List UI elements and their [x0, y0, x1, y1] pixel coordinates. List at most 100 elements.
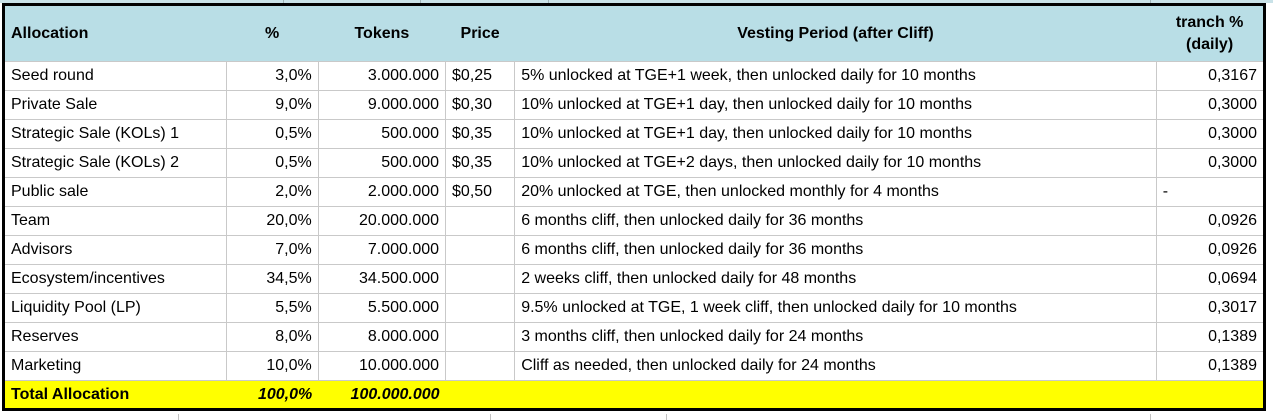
cell-vesting[interactable]: 10% unlocked at TGE+1 day, then unlocked…: [514, 119, 1157, 149]
gridline-tick: [1150, 0, 1151, 3]
cell-pct[interactable]: 0,5%: [225, 119, 319, 149]
cell-tranch[interactable]: 0,3167: [1155, 61, 1266, 91]
total-percent[interactable]: 100,0%: [226, 380, 319, 410]
cell-allocation[interactable]: Liquidity Pool (LP): [3, 293, 227, 323]
cell-allocation[interactable]: Reserves: [3, 322, 227, 352]
cell-pct[interactable]: 2,0%: [225, 177, 319, 207]
cell-pct[interactable]: 5,5%: [225, 293, 319, 323]
cell-allocation[interactable]: Private Sale: [3, 90, 227, 120]
table-row: Strategic Sale (KOLs) 1 0,5% 500.000 $0,35 1…: [3, 119, 1266, 149]
cell-tranch[interactable]: 0,3000: [1155, 90, 1266, 120]
cell-tranch[interactable]: 0,1389: [1155, 322, 1266, 352]
cell-tranch[interactable]: 0,3017: [1155, 293, 1266, 323]
total-tokens[interactable]: 100.000.000: [318, 380, 446, 410]
cell-price[interactable]: $0,35: [445, 148, 516, 178]
cell-tranch[interactable]: 0,0694: [1155, 264, 1266, 294]
header-tranch-daily[interactable]: tranch % (daily): [1156, 4, 1265, 62]
cell-allocation[interactable]: Ecosystem/incentives: [3, 264, 227, 294]
cell-vesting[interactable]: 6 months cliff, then unlocked daily for …: [514, 206, 1157, 236]
cell-tokens[interactable]: 500.000: [317, 148, 447, 178]
cell-pct[interactable]: 8,0%: [225, 322, 319, 352]
cell-allocation[interactable]: Team: [3, 206, 227, 236]
cell-pct[interactable]: 0,5%: [225, 148, 319, 178]
cell-tranch[interactable]: 0,0926: [1155, 235, 1266, 265]
cell-tokens[interactable]: 5.500.000: [317, 293, 447, 323]
cell-price[interactable]: [445, 293, 516, 323]
cell-vesting[interactable]: 10% unlocked at TGE+1 day, then unlocked…: [514, 90, 1157, 120]
cell-tokens[interactable]: 7.000.000: [317, 235, 447, 265]
cell-vesting[interactable]: 5% unlocked at TGE+1 week, then unlocked…: [514, 61, 1157, 91]
cell-price[interactable]: [445, 351, 516, 381]
cell-price[interactable]: $0,25: [445, 61, 516, 91]
header-tranch-line2: (daily): [1186, 35, 1234, 53]
table-row: Seed round 3,0% 3.000.000 $0,25 5% unlocked …: [3, 61, 1266, 91]
total-vesting[interactable]: [514, 380, 1157, 410]
cell-tranch[interactable]: 0,3000: [1155, 119, 1266, 149]
cell-price[interactable]: [445, 322, 516, 352]
gridline-tick: [420, 0, 421, 3]
table-row: Team 20,0% 20.000.000 6 months cliff, then …: [3, 206, 1266, 236]
cell-allocation[interactable]: Advisors: [3, 235, 227, 265]
cell-allocation[interactable]: Seed round: [3, 61, 227, 91]
table-row: Public sale 2,0% 2.000.000 $0,50 20% unlocke…: [3, 177, 1266, 207]
cell-pct[interactable]: 20,0%: [225, 206, 319, 236]
table-header: Allocation % Tokens Price Vesting Period…: [3, 4, 1265, 62]
cell-pct[interactable]: 10,0%: [225, 351, 319, 381]
cell-price[interactable]: $0,30: [445, 90, 516, 120]
table-row: Marketing 10,0% 10.000.000 Cliff as needed,…: [3, 351, 1266, 381]
gridline-tick: [1150, 414, 1151, 420]
cell-tokens[interactable]: 20.000.000: [317, 206, 447, 236]
cell-price[interactable]: [445, 206, 516, 236]
cell-tokens[interactable]: 8.000.000: [317, 322, 447, 352]
header-price[interactable]: Price: [445, 4, 515, 62]
cell-tokens[interactable]: 10.000.000: [317, 351, 447, 381]
table-row: Advisors 7,0% 7.000.000 6 months cliff, the…: [3, 235, 1266, 265]
cell-price[interactable]: $0,50: [445, 177, 516, 207]
cell-allocation[interactable]: Strategic Sale (KOLs) 2: [3, 148, 227, 178]
cell-vesting[interactable]: 9.5% unlocked at TGE, 1 week cliff, then…: [514, 293, 1157, 323]
cell-pct[interactable]: 3,0%: [225, 61, 319, 91]
cell-vesting[interactable]: Cliff as needed, then unlocked daily for…: [514, 351, 1157, 381]
cell-allocation[interactable]: Strategic Sale (KOLs) 1: [3, 119, 227, 149]
cell-pct[interactable]: 34,5%: [225, 264, 319, 294]
cropped-row-below: [0, 414, 1273, 420]
header-allocation[interactable]: Allocation: [3, 4, 227, 62]
cell-price[interactable]: [445, 235, 516, 265]
header-vesting-period[interactable]: Vesting Period (after Cliff): [514, 4, 1157, 62]
cell-tokens[interactable]: 500.000: [317, 119, 447, 149]
cell-allocation[interactable]: Marketing: [3, 351, 227, 381]
cell-tranch[interactable]: 0,3000: [1155, 148, 1266, 178]
table-body: Seed round 3,0% 3.000.000 $0,25 5% unlocked …: [3, 61, 1266, 410]
cell-vesting[interactable]: 20% unlocked at TGE, then unlocked month…: [514, 177, 1157, 207]
cell-tokens[interactable]: 2.000.000: [317, 177, 447, 207]
cell-vesting[interactable]: 10% unlocked at TGE+2 days, then unlocke…: [514, 148, 1157, 178]
cell-price[interactable]: $0,35: [445, 119, 516, 149]
total-tranch[interactable]: [1156, 380, 1265, 410]
header-row: Allocation % Tokens Price Vesting Period…: [3, 4, 1265, 62]
cell-tokens[interactable]: 34.500.000: [317, 264, 447, 294]
cell-tranch[interactable]: -: [1155, 177, 1266, 207]
cell-tranch[interactable]: 0,0926: [1155, 206, 1266, 236]
cell-vesting[interactable]: 6 months cliff, then unlocked daily for …: [514, 235, 1157, 265]
header-percent[interactable]: %: [226, 4, 319, 62]
header-tokens[interactable]: Tokens: [318, 4, 446, 62]
cell-tokens[interactable]: 9.000.000: [317, 90, 447, 120]
header-tranch-line1: tranch %: [1175, 13, 1244, 31]
cell-pct[interactable]: 7,0%: [225, 235, 319, 265]
cropped-row-above: [0, 0, 1273, 3]
table-row: Liquidity Pool (LP) 5,5% 5.500.000 9.5% unl…: [3, 293, 1266, 323]
cell-pct[interactable]: 9,0%: [225, 90, 319, 120]
cell-tokens[interactable]: 3.000.000: [317, 61, 447, 91]
cell-tranch[interactable]: 0,1389: [1155, 351, 1266, 381]
cell-vesting[interactable]: 3 months cliff, then unlocked daily for …: [514, 322, 1157, 352]
table-row: Ecosystem/incentives 34,5% 34.500.000 2 wee…: [3, 264, 1266, 294]
gridline-tick: [666, 414, 667, 420]
total-price[interactable]: [445, 380, 515, 410]
cell-price[interactable]: [445, 264, 516, 294]
cell-vesting[interactable]: 2 weeks cliff, then unlocked daily for 4…: [514, 264, 1157, 294]
gridline-tick: [178, 414, 179, 420]
total-label[interactable]: Total Allocation: [3, 380, 227, 410]
cell-allocation[interactable]: Public sale: [3, 177, 227, 207]
table-row: Private Sale 9,0% 9.000.000 $0,30 10% unlock…: [3, 90, 1266, 120]
gridline-tick: [490, 414, 491, 420]
